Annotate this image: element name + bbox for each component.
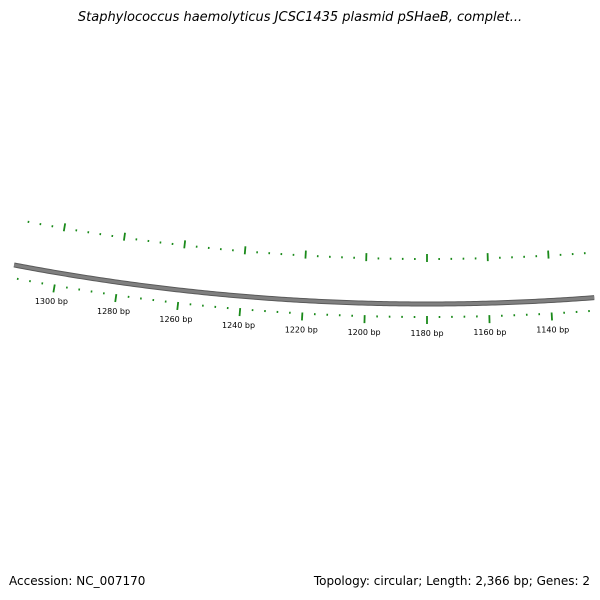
tick-labels: 1300 bp 1280 bp 1260 bp 1240 bp 1220 bp 1200 … (35, 297, 569, 338)
tick-label: 1220 bp (285, 325, 318, 334)
inner-major-tick (183, 240, 187, 249)
tick-label: 1140 bp (536, 325, 569, 334)
tick-label: 1200 bp (348, 328, 381, 337)
topology-summary: Topology: circular; Length: 2,366 bp; Ge… (313, 574, 590, 588)
inner-major-tick (123, 232, 126, 241)
inner-major-tick (62, 223, 67, 232)
accession-label: Accession: NC_007170 (9, 574, 146, 588)
map-title: Staphylococcus haemolyticus JCSC1435 pla… (77, 10, 523, 25)
inner-major-tick (243, 246, 247, 255)
tick-label: 1300 bp (35, 297, 68, 306)
tick-label: 1260 bp (159, 315, 192, 324)
inner-tick-ring (27, 220, 586, 262)
outer-major-tick (238, 308, 242, 317)
outer-major-tick (176, 301, 180, 311)
plasmid-backbone (13, 263, 595, 306)
outer-tick-ring (16, 277, 590, 324)
outer-major-tick (114, 293, 118, 303)
tick-label: 1240 bp (222, 321, 255, 330)
plasmid-backbone-edge (13, 262, 595, 307)
outer-major-tick (52, 284, 56, 293)
tick-label: 1180 bp (410, 329, 443, 338)
tick-label: 1280 bp (97, 307, 130, 316)
tick-label: 1160 bp (473, 328, 506, 337)
